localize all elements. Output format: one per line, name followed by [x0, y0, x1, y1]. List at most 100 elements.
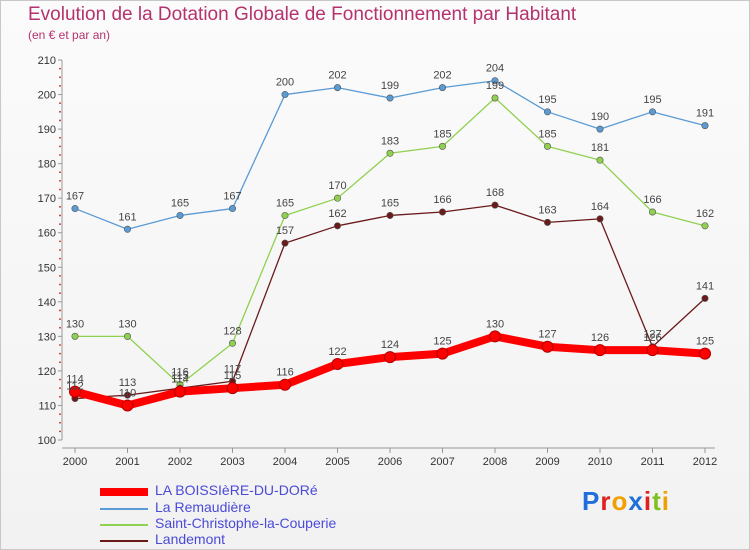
x-tick-label: 2005 [325, 456, 349, 468]
data-label: 125 [433, 336, 451, 348]
x-tick-label: 2012 [693, 456, 717, 468]
data-point [69, 385, 81, 398]
proxiti-logo: Proxiti [582, 486, 670, 517]
y-minor-tick [59, 119, 61, 122]
y-tick-label: 210 [38, 55, 56, 67]
data-point [701, 122, 709, 130]
data-point [281, 211, 289, 219]
y-minor-tick [59, 85, 61, 87]
data-point [438, 84, 446, 92]
data-label: 183 [381, 135, 399, 147]
data-point [333, 222, 341, 230]
y-minor-tick [59, 326, 61, 329]
data-label: 126 [591, 332, 609, 344]
data-point [386, 149, 394, 157]
series-line-3 [74, 204, 706, 400]
x-tick-label: 2002 [168, 456, 192, 468]
data-label: 170 [328, 180, 346, 192]
data-label: 116 [276, 367, 294, 379]
data-label: 165 [171, 197, 189, 209]
data-label: 162 [696, 208, 714, 220]
data-point [491, 77, 499, 85]
y-tick-label: 200 [38, 90, 56, 102]
data-label: 202 [433, 70, 451, 82]
y-minor-tick [59, 145, 61, 148]
y-tick-label: 180 [38, 159, 56, 171]
data-label: 202 [328, 70, 346, 82]
data-label: 200 [276, 77, 294, 89]
data-point [384, 351, 396, 364]
data-point [333, 194, 341, 202]
data-label: 110 [119, 387, 137, 399]
data-label: 115 [171, 370, 189, 382]
data-label: 165 [381, 197, 399, 209]
y-tick-label: 160 [38, 228, 56, 240]
data-point [438, 142, 446, 150]
data-label: 161 [118, 211, 136, 223]
data-point [386, 94, 394, 102]
y-tick-label: 110 [38, 400, 56, 412]
x-tick-label: 2007 [430, 456, 454, 468]
y-minor-tick [59, 214, 61, 217]
x-tick-label: 2008 [483, 456, 507, 468]
y-minor-tick [59, 344, 61, 346]
data-label: 181 [591, 142, 609, 154]
logo-letter: i [661, 486, 670, 516]
data-label: 185 [433, 128, 451, 140]
data-point [491, 201, 499, 209]
data-point [124, 332, 132, 340]
y-tick-label: 120 [38, 366, 56, 378]
data-point [543, 108, 551, 116]
data-label: 115 [224, 370, 242, 382]
y-tick-label: 170 [38, 193, 56, 205]
data-point [229, 339, 237, 347]
data-point [596, 125, 604, 133]
data-label: 128 [223, 325, 241, 337]
data-label: 113 [119, 377, 137, 389]
data-point [596, 215, 604, 223]
data-label: 126 [643, 332, 661, 344]
chart-subtitle: (en € et par an) [28, 28, 111, 42]
data-label: 168 [486, 187, 504, 199]
data-point [386, 211, 394, 219]
data-point [701, 294, 709, 302]
data-point [701, 222, 709, 230]
data-point [333, 84, 341, 92]
y-minor-tick [59, 430, 61, 433]
logo-letter: x [628, 486, 644, 516]
legend-label: Landemont [155, 531, 226, 547]
data-label: 114 [171, 374, 189, 386]
y-minor-tick [59, 102, 61, 105]
data-point [648, 208, 656, 216]
x-tick-label: 2003 [220, 456, 244, 468]
data-label: 116 [171, 367, 189, 379]
y-minor-tick [59, 249, 61, 251]
legend-swatch [100, 488, 148, 496]
y-tick-label: 140 [38, 297, 56, 309]
data-point [226, 382, 239, 395]
data-label: 162 [328, 208, 346, 220]
y-minor-tick [59, 361, 61, 364]
data-point [124, 225, 132, 233]
x-tick-label: 2009 [535, 456, 559, 468]
data-point [438, 208, 446, 216]
data-label: 166 [643, 194, 661, 206]
data-point [543, 142, 551, 150]
data-point [646, 344, 659, 357]
y-minor-tick [59, 240, 61, 243]
y-minor-tick [59, 223, 61, 225]
x-tick-label: 2004 [273, 456, 297, 468]
data-point [279, 378, 291, 391]
x-tick-label: 2011 [641, 456, 665, 468]
data-label: 130 [66, 318, 84, 330]
data-label: 199 [486, 80, 504, 92]
data-label: 164 [591, 201, 609, 213]
data-label: 199 [381, 80, 399, 92]
y-minor-tick [59, 352, 61, 355]
y-minor-tick [59, 180, 61, 182]
y-minor-tick [59, 136, 61, 139]
data-label: 166 [433, 194, 451, 206]
logo-letter: t [652, 486, 662, 516]
y-minor-tick [59, 275, 61, 277]
y-minor-tick [59, 283, 61, 286]
